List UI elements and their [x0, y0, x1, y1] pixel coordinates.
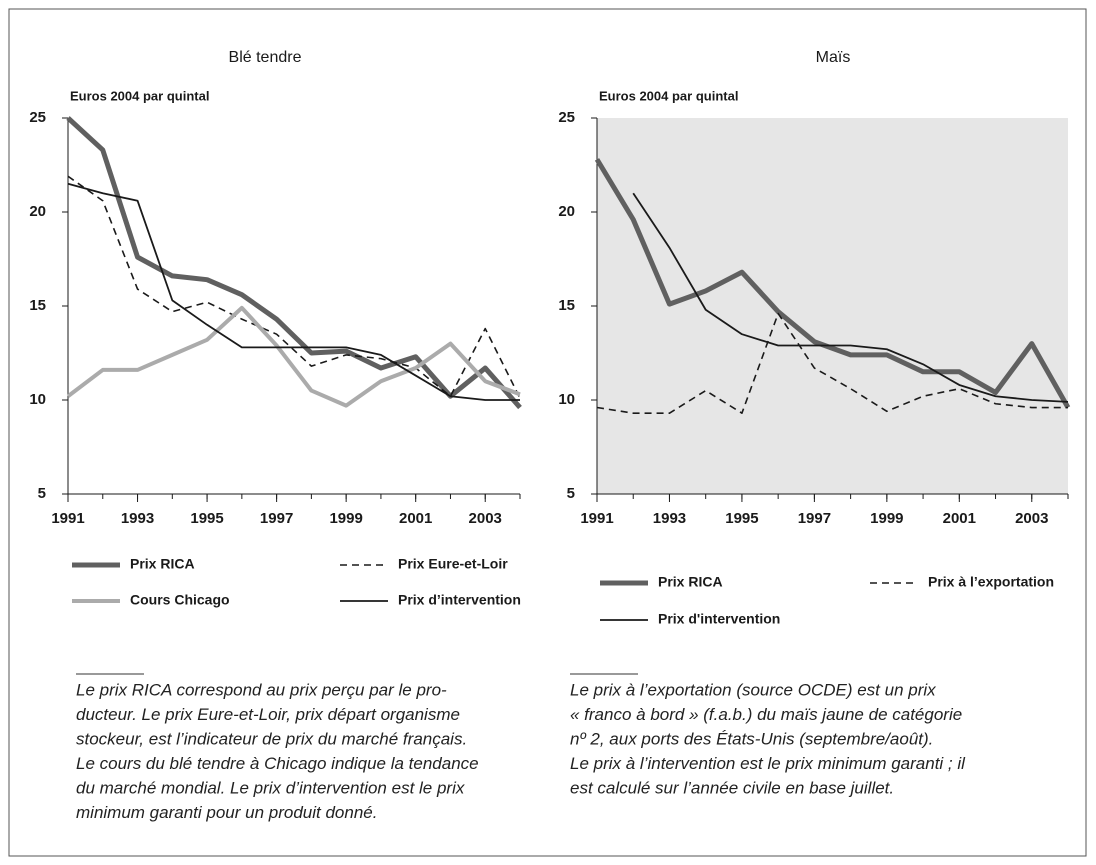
note-line: Le prix à l’intervention est le prix min…: [570, 754, 966, 773]
legend-label: Prix RICA: [130, 556, 195, 572]
y-axis-label: Euros 2004 par quintal: [70, 88, 209, 103]
note-line: nº 2, aux ports des États-Unis (septembr…: [570, 729, 933, 748]
y-tick-label: 25: [558, 109, 575, 126]
y-tick-label: 5: [567, 485, 575, 502]
y-tick-label: 10: [29, 391, 46, 408]
series-line: [67, 175, 521, 399]
legend-label: Cours Chicago: [130, 592, 230, 608]
x-tick-label: 1997: [260, 510, 293, 527]
plot-background: [597, 118, 1068, 494]
note-line: « franco à bord » (f.a.b.) du maïs jaune…: [570, 705, 962, 724]
note-line: ducteur. Le prix Eure-et-Loir, prix dépa…: [76, 705, 460, 724]
x-tick-label: 1997: [798, 510, 831, 527]
frame: [8, 8, 1087, 857]
series-line: [66, 305, 521, 408]
x-tick-label: 1999: [870, 510, 903, 527]
y-tick-label: 10: [558, 391, 575, 408]
x-tick-label: 2001: [943, 510, 976, 527]
note-line: Le prix RICA correspond au prix perçu pa…: [76, 680, 447, 699]
y-tick-label: 15: [558, 297, 575, 314]
y-tick-label: 20: [29, 203, 46, 220]
legend-label: Prix d'intervention: [658, 611, 780, 627]
note-line: Le prix à l’exportation (source OCDE) es…: [570, 680, 936, 699]
note-line: stockeur, est l’indicateur de prix du ma…: [76, 729, 467, 748]
y-tick-label: 15: [29, 297, 46, 314]
note-line: minimum garanti pour un produit donné.: [76, 803, 377, 822]
x-tick-label: 1991: [51, 510, 84, 527]
x-tick-label: 2001: [399, 510, 432, 527]
x-tick-label: 1995: [725, 510, 758, 527]
note-line: est calculé sur l’année civile en base j…: [570, 778, 894, 797]
legend-label: Prix Eure-et-Loir: [398, 556, 508, 572]
x-tick-label: 1999: [329, 510, 362, 527]
x-tick-label: 1995: [190, 510, 223, 527]
y-tick-label: 25: [29, 109, 46, 126]
y-tick-label: 5: [38, 485, 46, 502]
series-line: [632, 192, 1069, 403]
x-tick-label: 1993: [653, 510, 686, 527]
note-line: du marché mondial. Le prix d’interventio…: [76, 778, 465, 797]
plot-background: [68, 118, 520, 494]
legend-label: Prix à l’exportation: [928, 574, 1054, 590]
legend-label: Prix RICA: [658, 574, 723, 590]
chart-title: Blé tendre: [229, 49, 302, 66]
series-line: [596, 312, 1068, 414]
series-line: [66, 116, 522, 410]
x-tick-label: 2003: [1015, 510, 1048, 527]
chart-title: Maïs: [816, 49, 851, 66]
x-tick-label: 2003: [469, 510, 502, 527]
x-tick-label: 1991: [580, 510, 613, 527]
x-tick-label: 1993: [121, 510, 154, 527]
y-tick-label: 20: [558, 203, 575, 220]
legend-label: Prix d’intervention: [398, 592, 521, 608]
series-line: [594, 158, 1071, 409]
note-line: Le cours du blé tendre à Chicago indique…: [76, 754, 479, 773]
y-axis-label: Euros 2004 par quintal: [599, 88, 738, 103]
series-line: [67, 182, 520, 401]
